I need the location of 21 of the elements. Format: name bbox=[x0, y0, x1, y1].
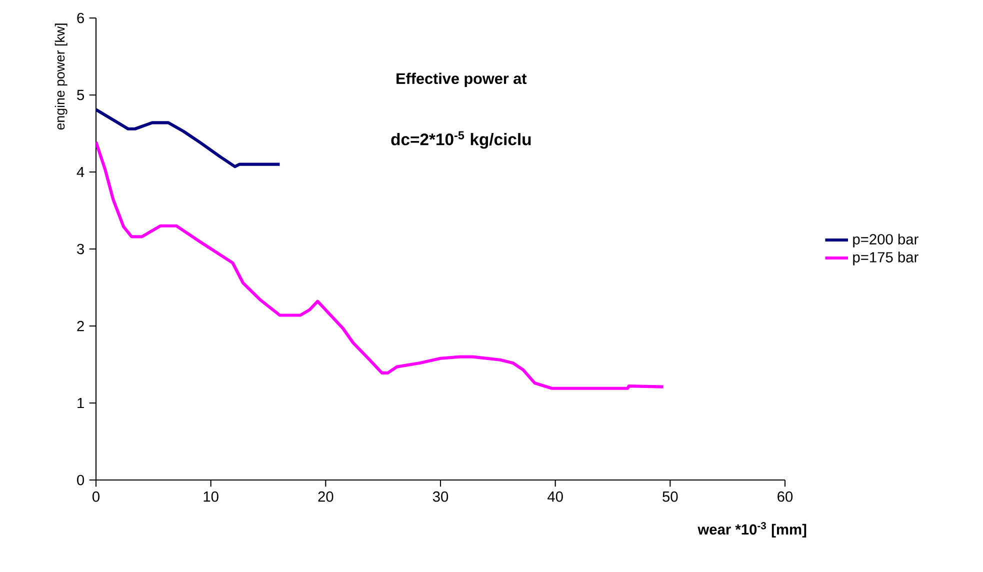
text: Effective power at bbox=[396, 72, 527, 88]
x-tick-label: 10 bbox=[204, 491, 218, 502]
x-tick-label: 30 bbox=[432, 491, 448, 502]
x-tick-label: 50 bbox=[662, 491, 678, 502]
x-tick-label: 0 bbox=[92, 491, 100, 502]
legend-label: p=175 bar bbox=[853, 252, 918, 266]
y-tick-label: 5 bbox=[77, 90, 84, 100]
y-tick-label: 0 bbox=[77, 474, 84, 486]
text: dc=2*10$^{-5}$ kg/ciclu bbox=[391, 131, 531, 149]
y-tick-label: 4 bbox=[76, 166, 84, 178]
y-tick-label: 2 bbox=[77, 320, 84, 332]
legend-label: p=200 bar bbox=[853, 234, 918, 248]
line-series bbox=[96, 108, 282, 168]
y-tick-label: 6 bbox=[77, 12, 84, 24]
y-axis-title: engine power [kw] bbox=[54, 24, 68, 130]
x-tick-label: 40 bbox=[548, 491, 563, 502]
y-tick-label: 1 bbox=[78, 398, 84, 408]
y-tick-label: 3 bbox=[77, 244, 84, 254]
x-axis-title: wear *10$^{-3}$ [mm] bbox=[698, 522, 806, 538]
x-tick-label: 60 bbox=[778, 491, 793, 502]
x-tick-label: 20 bbox=[318, 491, 334, 502]
